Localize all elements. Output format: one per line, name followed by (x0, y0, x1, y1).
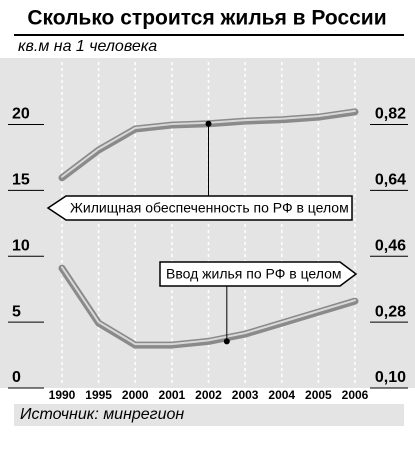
y-tick-label: 0 (12, 369, 21, 386)
series-highlight (61, 266, 356, 346)
y2-tick-label: 0,46 (375, 237, 406, 254)
y-tick-label: 10 (12, 237, 30, 254)
y-tick-label: 20 (12, 106, 30, 123)
x-tick-label: 2006 (342, 388, 369, 402)
x-tick-label: 2002 (195, 388, 222, 402)
y2-tick-label: 0,28 (375, 303, 406, 320)
x-tick-label: 2000 (122, 388, 149, 402)
x-tick-label: 1995 (85, 388, 112, 402)
chart-title: Сколько строится жилья в России (27, 7, 386, 30)
source-band (14, 404, 404, 426)
legend-box (46, 195, 353, 221)
y-tick-label: 5 (12, 303, 21, 320)
legend-box (159, 261, 358, 287)
source: Источник: минрегион (20, 406, 184, 423)
subtitle: кв.м на 1 человека (18, 38, 157, 55)
legend-label: Жилищная обеспеченность по РФ в целом (70, 200, 349, 216)
callout-dot (205, 120, 212, 127)
y2-tick-label: 0,82 (375, 106, 406, 123)
x-tick-label: 2001 (159, 388, 186, 402)
x-tick-label: 2003 (232, 388, 259, 402)
x-tick-label: 2005 (305, 388, 332, 402)
legend-label: Ввод жилья по РФ в целом (166, 266, 342, 282)
x-tick-label: 2004 (268, 388, 295, 402)
y-tick-label: 15 (12, 172, 30, 189)
x-tick-label: 1990 (49, 388, 76, 402)
callout-dot (223, 338, 230, 345)
y2-tick-label: 0,64 (375, 172, 406, 189)
y2-tick-label: 0,10 (375, 369, 406, 386)
